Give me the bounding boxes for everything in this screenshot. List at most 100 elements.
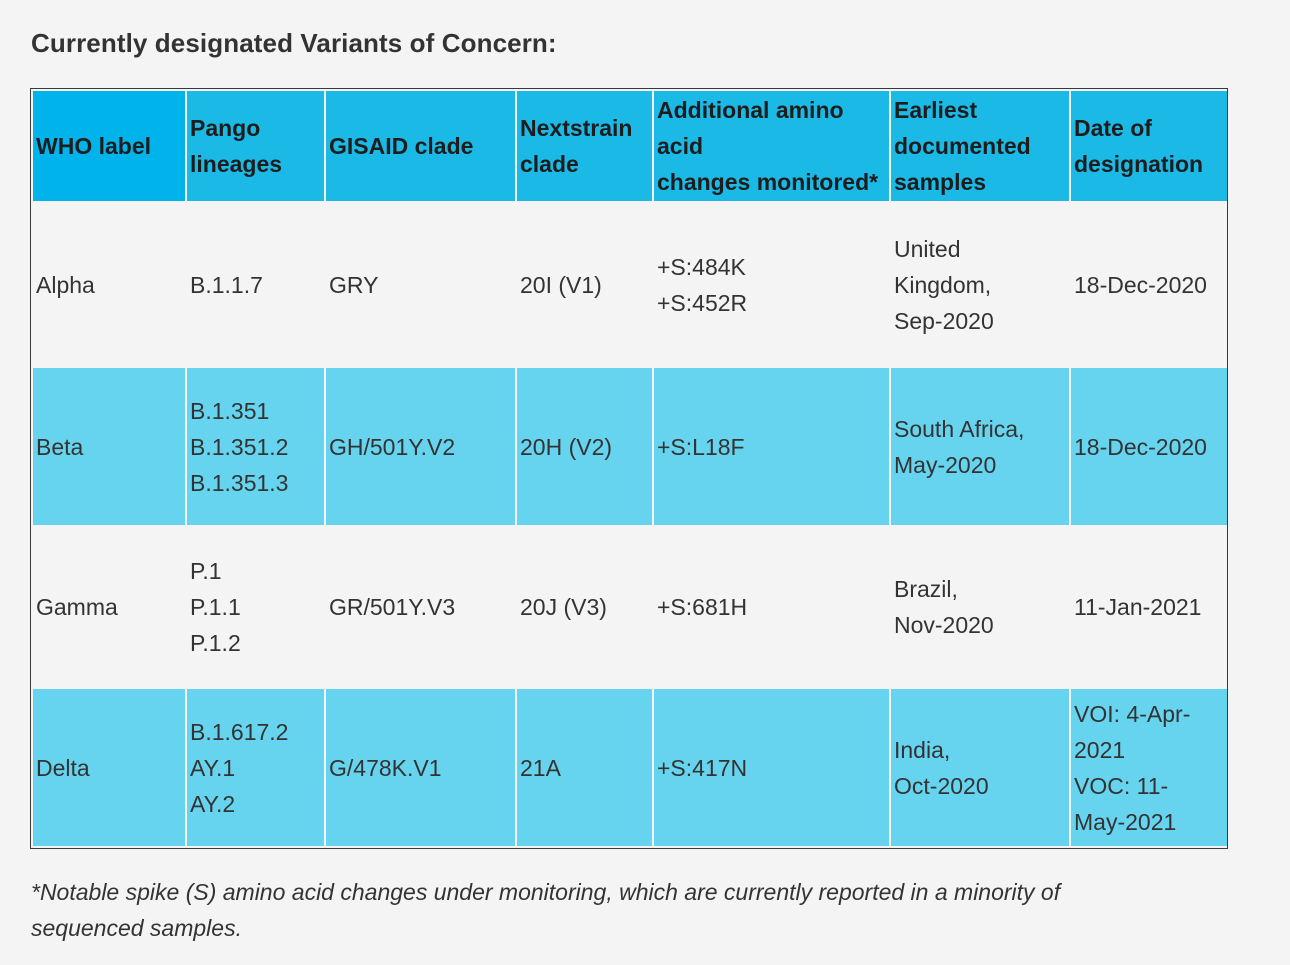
column-header-date-of-designation: Date of designation: [1071, 91, 1227, 201]
header-line: samples: [894, 169, 987, 195]
header-line: Pango: [190, 115, 261, 141]
cell-gisaid-clade: G/478K.V1: [326, 689, 515, 846]
cell-text: 20J (V3): [520, 594, 607, 620]
cell-text: GR/501Y.V3: [329, 594, 456, 620]
cell-text: +S:681H: [657, 594, 748, 620]
header-line: changes monitored*: [657, 169, 879, 195]
cell-text: Gamma: [36, 594, 118, 620]
cell-text: South Africa,: [894, 415, 1025, 442]
cell-earliest-samples: India, Oct-2020: [891, 689, 1069, 846]
header-line: lineages: [190, 151, 283, 177]
cell-earliest-samples: Brazil, Nov-2020: [891, 527, 1069, 687]
header-line: designation: [1074, 151, 1204, 177]
cell-text: 18-Dec-2020: [1074, 271, 1207, 298]
cell-text: +S:484K: [657, 253, 746, 280]
cell-text: Nov-2020: [894, 612, 994, 638]
table-row-gamma: Gamma P.1 P.1.1 P.1.2 GR/501Y.V3 20J (V3…: [33, 527, 1227, 687]
cell-pango-lineages: B.1.1.7: [187, 203, 324, 366]
cell-pango-lineages: B.1.351 B.1.351.2 B.1.351.3: [187, 368, 324, 525]
cell-text: VOI: 4-Apr-: [1074, 700, 1191, 727]
column-header-who-label: WHO label: [33, 91, 185, 201]
cell-text: 20I (V1): [520, 271, 602, 298]
table-header-row: WHO label Pango lineages GISAID clade Ne…: [33, 91, 1227, 201]
cell-text: India,: [894, 736, 951, 763]
cell-text: VOC: 11-: [1074, 772, 1169, 799]
column-header-gisaid-clade: GISAID clade: [326, 91, 515, 201]
cell-text: +S:L18F: [657, 433, 745, 460]
cell-text: B.1.351: [190, 397, 270, 424]
cell-text: +S:417N: [657, 754, 748, 781]
table-row-beta: Beta B.1.351 B.1.351.2 B.1.351.3 GH/501Y…: [33, 368, 1227, 525]
cell-date-of-designation: 18-Dec-2020: [1071, 368, 1227, 525]
cell-amino-acid-changes: +S:681H: [654, 527, 889, 687]
cell-who-label: Beta: [33, 368, 185, 525]
cell-text: 2021: [1074, 736, 1126, 763]
cell-text: Sep-2020: [894, 307, 994, 334]
cell-text: Delta: [36, 754, 90, 781]
header-line: WHO label: [36, 133, 152, 159]
header-line: documented: [894, 133, 1031, 159]
cell-text: 18-Dec-2020: [1074, 433, 1207, 460]
cell-amino-acid-changes: +S:417N: [654, 689, 889, 846]
cell-text: United: [894, 235, 961, 262]
header-line: Additional amino: [657, 97, 844, 123]
cell-text: Brazil,: [894, 576, 958, 602]
cell-text: GRY: [329, 271, 379, 298]
cell-text: Oct-2020: [894, 772, 989, 799]
table-footnote: *Notable spike (S) amino acid changes un…: [31, 879, 1061, 941]
cell-earliest-samples: South Africa, May-2020: [891, 368, 1069, 525]
cell-text: B.1.1.7: [190, 271, 263, 298]
cell-text: Kingdom,: [894, 271, 992, 298]
cell-who-label: Alpha: [33, 203, 185, 366]
column-header-earliest-samples: Earliest documented samples: [891, 91, 1069, 201]
cell-text: AY.2: [190, 790, 236, 817]
cell-nextstrain-clade: 20H (V2): [517, 368, 652, 525]
column-header-pango-lineages: Pango lineages: [187, 91, 324, 201]
cell-text: AY.1: [190, 754, 236, 781]
cell-text: May-2021: [1074, 808, 1177, 835]
table-row-alpha: Alpha B.1.1.7 GRY 20I (V1) +S:484K +S:45…: [33, 203, 1227, 366]
cell-date-of-designation: 11-Jan-2021: [1071, 527, 1227, 687]
cell-nextstrain-clade: 20I (V1): [517, 203, 652, 366]
cell-text: P.1: [190, 558, 222, 584]
cell-amino-acid-changes: +S:L18F: [654, 368, 889, 525]
cell-text: B.1.617.2: [190, 718, 289, 745]
cell-who-label: Gamma: [33, 527, 185, 687]
cell-text: Alpha: [36, 271, 95, 298]
cell-gisaid-clade: GR/501Y.V3: [326, 527, 515, 687]
header-line: clade: [520, 151, 579, 177]
cell-text: G/478K.V1: [329, 754, 442, 781]
cell-date-of-designation: VOI: 4-Apr- 2021 VOC: 11- May-2021: [1071, 689, 1227, 846]
cell-gisaid-clade: GH/501Y.V2: [326, 368, 515, 525]
cell-date-of-designation: 18-Dec-2020: [1071, 203, 1227, 366]
cell-text: B.1.351.2: [190, 433, 289, 460]
cell-text: B.1.351.3: [190, 469, 289, 496]
cell-earliest-samples: United Kingdom, Sep-2020: [891, 203, 1069, 366]
variants-table: WHO label Pango lineages GISAID clade Ne…: [31, 89, 1229, 848]
column-header-nextstrain-clade: Nextstrain clade: [517, 91, 652, 201]
table-row-delta: Delta B.1.617.2 AY.1 AY.2 G/478K.V1 21A …: [33, 689, 1227, 846]
header-line: GISAID clade: [329, 133, 474, 159]
cell-who-label: Delta: [33, 689, 185, 846]
cell-text: May-2020: [894, 451, 997, 478]
header-line: Nextstrain: [520, 115, 633, 141]
cell-text: GH/501Y.V2: [329, 433, 456, 460]
cell-text: 11-Jan-2021: [1074, 594, 1202, 620]
variants-table-frame: WHO label Pango lineages GISAID clade Ne…: [30, 88, 1228, 849]
cell-nextstrain-clade: 20J (V3): [517, 527, 652, 687]
cell-text: 21A: [520, 754, 561, 781]
cell-text: P.1.1: [190, 594, 241, 620]
cell-pango-lineages: B.1.617.2 AY.1 AY.2: [187, 689, 324, 846]
cell-text: P.1.2: [190, 630, 241, 656]
header-line: Date of: [1074, 115, 1152, 141]
cell-text: Beta: [36, 433, 84, 460]
cell-pango-lineages: P.1 P.1.1 P.1.2: [187, 527, 324, 687]
cell-text: 20H (V2): [520, 433, 613, 460]
cell-nextstrain-clade: 21A: [517, 689, 652, 846]
header-line: Earliest: [894, 97, 978, 123]
cell-gisaid-clade: GRY: [326, 203, 515, 366]
page-title: Currently designated Variants of Concern…: [31, 28, 557, 58]
column-header-amino-acid-changes: Additional amino acid changes monitored*: [654, 91, 889, 201]
cell-text: +S:452R: [657, 289, 748, 316]
header-line: acid: [657, 133, 704, 159]
